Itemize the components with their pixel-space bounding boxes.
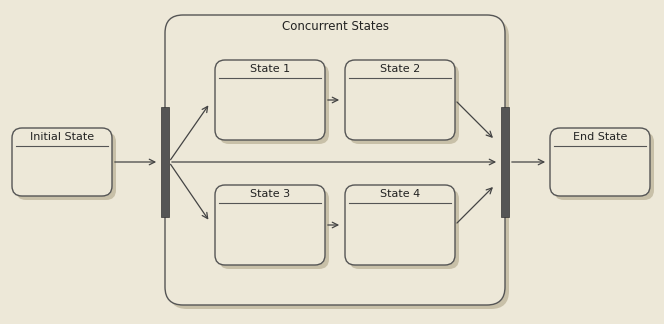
FancyBboxPatch shape xyxy=(345,60,455,140)
FancyBboxPatch shape xyxy=(165,15,505,305)
Bar xyxy=(501,107,509,217)
FancyBboxPatch shape xyxy=(550,128,650,196)
FancyBboxPatch shape xyxy=(219,189,329,269)
Text: State 2: State 2 xyxy=(380,64,420,74)
FancyBboxPatch shape xyxy=(215,60,325,140)
Text: State 1: State 1 xyxy=(250,64,290,74)
FancyBboxPatch shape xyxy=(349,189,459,269)
FancyBboxPatch shape xyxy=(215,185,325,265)
FancyBboxPatch shape xyxy=(169,19,509,309)
Text: State 4: State 4 xyxy=(380,189,420,199)
FancyBboxPatch shape xyxy=(345,185,455,265)
FancyBboxPatch shape xyxy=(219,64,329,144)
FancyBboxPatch shape xyxy=(12,128,112,196)
Text: End State: End State xyxy=(573,132,627,142)
FancyBboxPatch shape xyxy=(349,64,459,144)
FancyBboxPatch shape xyxy=(554,132,654,200)
FancyBboxPatch shape xyxy=(16,132,116,200)
Text: Concurrent States: Concurrent States xyxy=(282,20,388,33)
Text: Initial State: Initial State xyxy=(30,132,94,142)
Text: State 3: State 3 xyxy=(250,189,290,199)
Bar xyxy=(161,107,169,217)
